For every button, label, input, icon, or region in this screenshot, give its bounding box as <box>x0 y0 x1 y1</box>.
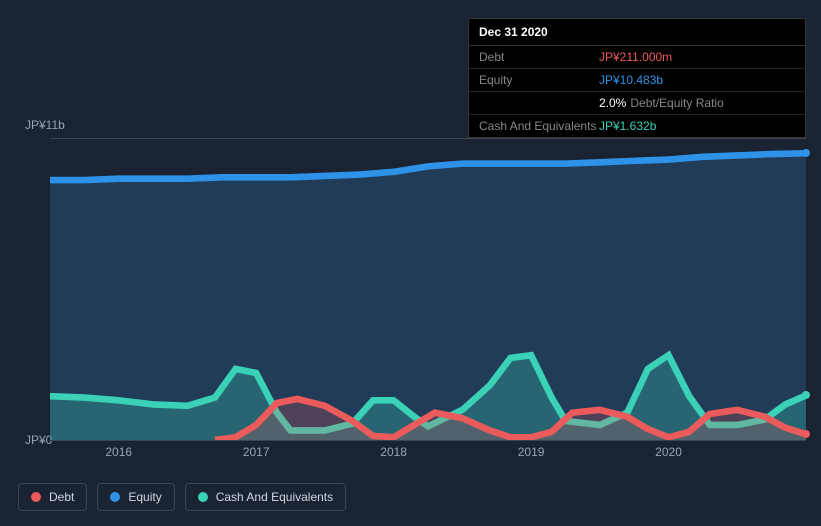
chart-plot-area[interactable] <box>50 138 806 441</box>
chart: JP¥11b JP¥0 2016 2017 2018 2019 2020 <box>15 120 806 471</box>
legend-dot-icon <box>31 492 41 502</box>
tooltip-row-label: Cash And Equivalents <box>479 119 599 133</box>
legend-dot-icon <box>110 492 120 502</box>
tooltip-row: 2.0%Debt/Equity Ratio <box>469 92 805 115</box>
y-axis-min-label: JP¥0 <box>25 433 52 447</box>
legend-label: Equity <box>128 490 161 504</box>
x-axis-tick: 2019 <box>518 445 545 459</box>
tooltip-date: Dec 31 2020 <box>469 19 805 46</box>
legend-item-debt[interactable]: Debt <box>18 483 87 511</box>
tooltip-row-label: Debt <box>479 50 599 64</box>
tooltip-row-value: JP¥1.632b <box>599 119 795 133</box>
y-axis-max-label: JP¥11b <box>25 118 65 132</box>
tooltip-row-value: 2.0%Debt/Equity Ratio <box>599 96 795 110</box>
legend-dot-icon <box>198 492 208 502</box>
tooltip-rows: DebtJP¥211.000mEquityJP¥10.483b2.0%Debt/… <box>469 46 805 137</box>
chart-svg <box>50 139 806 440</box>
tooltip-row: EquityJP¥10.483b <box>469 69 805 92</box>
x-axis-tick: 2017 <box>243 445 270 459</box>
tooltip-row-label: Equity <box>479 73 599 87</box>
series-end-dot <box>802 430 810 438</box>
legend-label: Cash And Equivalents <box>216 490 333 504</box>
tooltip-row-value: JP¥10.483b <box>599 73 795 87</box>
tooltip-row: DebtJP¥211.000m <box>469 46 805 69</box>
x-axis-tick: 2016 <box>105 445 132 459</box>
legend-item-equity[interactable]: Equity <box>97 483 174 511</box>
x-axis: 2016 2017 2018 2019 2020 <box>50 445 806 465</box>
tooltip-row-value: JP¥211.000m <box>599 50 795 64</box>
x-axis-tick: 2018 <box>380 445 407 459</box>
series-end-dot <box>802 391 810 399</box>
tooltip-row-sub: Debt/Equity Ratio <box>630 96 723 110</box>
chart-tooltip: Dec 31 2020 DebtJP¥211.000mEquityJP¥10.4… <box>468 18 806 138</box>
legend-item-cash-and-equivalents[interactable]: Cash And Equivalents <box>185 483 346 511</box>
tooltip-row-label <box>479 96 599 110</box>
x-axis-tick: 2020 <box>655 445 682 459</box>
tooltip-row: Cash And EquivalentsJP¥1.632b <box>469 115 805 137</box>
legend-label: Debt <box>49 490 74 504</box>
chart-legend: Debt Equity Cash And Equivalents <box>18 483 346 511</box>
series-end-dot <box>802 149 810 157</box>
